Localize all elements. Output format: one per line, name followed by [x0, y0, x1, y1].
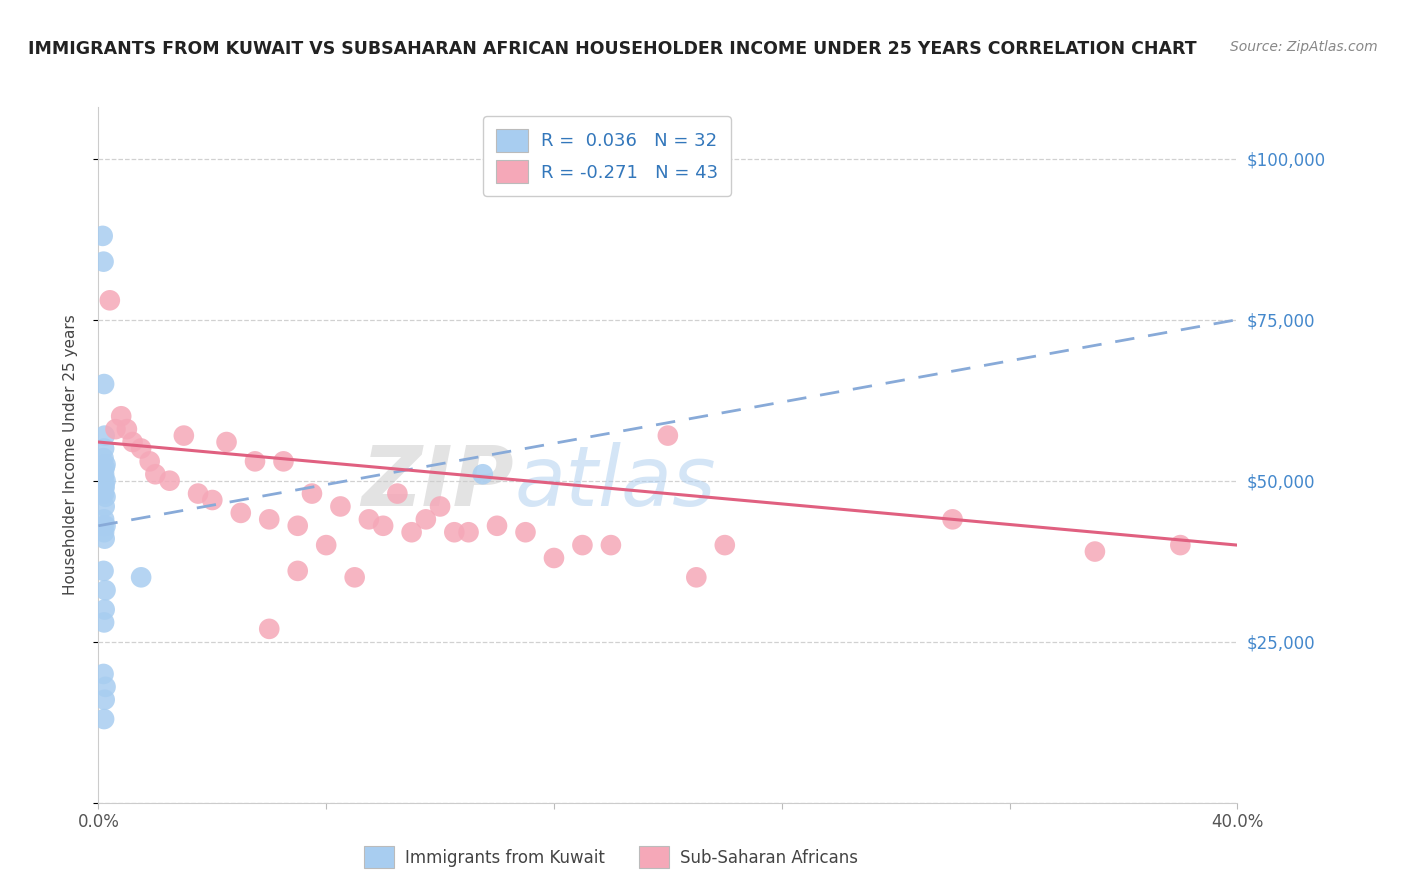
Point [1084, 544, 1107, 558]
Point [600, 538, 623, 552]
Point [94, 458, 117, 472]
Point [138, 454, 160, 468]
Point [229, 506, 252, 520]
Point [329, 500, 352, 514]
Point [243, 454, 266, 468]
Point [94, 583, 117, 598]
Point [91, 228, 114, 243]
Point [93, 428, 115, 442]
Point [201, 493, 224, 508]
Point [187, 486, 209, 500]
Point [215, 435, 238, 450]
Legend: Immigrants from Kuwait, Sub-Saharan Africans: Immigrants from Kuwait, Sub-Saharan Afri… [357, 839, 865, 874]
Point [371, 518, 394, 533]
Point [93, 500, 115, 514]
Point [93, 470, 115, 484]
Point [93, 442, 115, 456]
Point [129, 442, 152, 456]
Point [93, 615, 115, 630]
Point [93, 480, 115, 494]
Point [94, 518, 117, 533]
Point [121, 435, 143, 450]
Point [93, 377, 115, 392]
Point [287, 518, 309, 533]
Point [93, 525, 115, 540]
Point [571, 538, 593, 552]
Point [104, 422, 127, 436]
Point [129, 570, 152, 584]
Point [401, 525, 423, 540]
Point [93, 451, 115, 466]
Text: ZIP: ZIP [361, 442, 515, 524]
Point [415, 512, 437, 526]
Point [259, 622, 281, 636]
Point [93, 483, 115, 498]
Point [93, 564, 115, 578]
Point [159, 474, 181, 488]
Point [98, 293, 121, 308]
Point [259, 512, 281, 526]
Point [93, 602, 115, 616]
Point [94, 680, 117, 694]
Point [110, 409, 132, 424]
Point [443, 525, 465, 540]
Point [486, 518, 509, 533]
Point [273, 454, 295, 468]
Point [387, 486, 409, 500]
Text: Source: ZipAtlas.com: Source: ZipAtlas.com [1230, 40, 1378, 54]
Point [457, 525, 479, 540]
Point [429, 500, 451, 514]
Point [93, 467, 115, 482]
Point [115, 422, 138, 436]
Point [343, 570, 366, 584]
Point [287, 564, 309, 578]
Point [685, 570, 707, 584]
Text: atlas: atlas [515, 442, 716, 524]
Point [357, 512, 380, 526]
Point [93, 512, 115, 526]
Point [173, 428, 195, 442]
Point [93, 692, 115, 706]
Point [93, 254, 115, 268]
Point [1170, 538, 1192, 552]
Point [93, 532, 115, 546]
Point [93, 667, 115, 681]
Point [315, 538, 337, 552]
Point [714, 538, 737, 552]
Point [94, 490, 117, 504]
Point [93, 486, 115, 500]
Point [93, 476, 115, 491]
Point [93, 460, 115, 475]
Point [471, 467, 494, 482]
Point [145, 467, 167, 482]
Point [94, 474, 117, 488]
Point [942, 512, 965, 526]
Point [657, 428, 679, 442]
Point [301, 486, 323, 500]
Point [543, 551, 565, 566]
Point [93, 712, 115, 726]
Point [515, 525, 537, 540]
Point [93, 518, 115, 533]
Y-axis label: Householder Income Under 25 years: Householder Income Under 25 years [63, 315, 77, 595]
Text: IMMIGRANTS FROM KUWAIT VS SUBSAHARAN AFRICAN HOUSEHOLDER INCOME UNDER 25 YEARS C: IMMIGRANTS FROM KUWAIT VS SUBSAHARAN AFR… [28, 40, 1197, 58]
